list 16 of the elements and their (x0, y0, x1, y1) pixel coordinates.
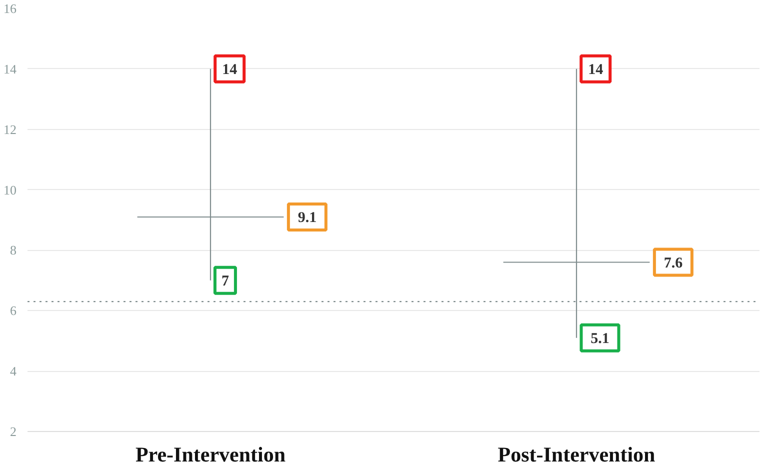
y-tick-label: 16 (4, 1, 17, 16)
data-label: 7 (221, 273, 230, 290)
x-tick-label: Post-Intervention (498, 442, 656, 466)
y-tick-label: 14 (4, 61, 17, 76)
data-label: 7.6 (664, 255, 684, 272)
y-tick-label: 2 (10, 424, 16, 439)
y-tick-label: 10 (4, 182, 16, 198)
data-label: 9.1 (298, 210, 317, 226)
data-label: 14 (222, 62, 238, 78)
y-tick-label: 6 (10, 303, 17, 318)
y-tick-label: 4 (10, 364, 17, 379)
x-tick-label: Pre-Intervention (135, 442, 286, 466)
data-label: 14 (588, 62, 604, 78)
data-label: 5.1 (590, 330, 610, 347)
y-tick-label: 8 (10, 242, 16, 258)
y-tick-label: 12 (4, 122, 16, 137)
